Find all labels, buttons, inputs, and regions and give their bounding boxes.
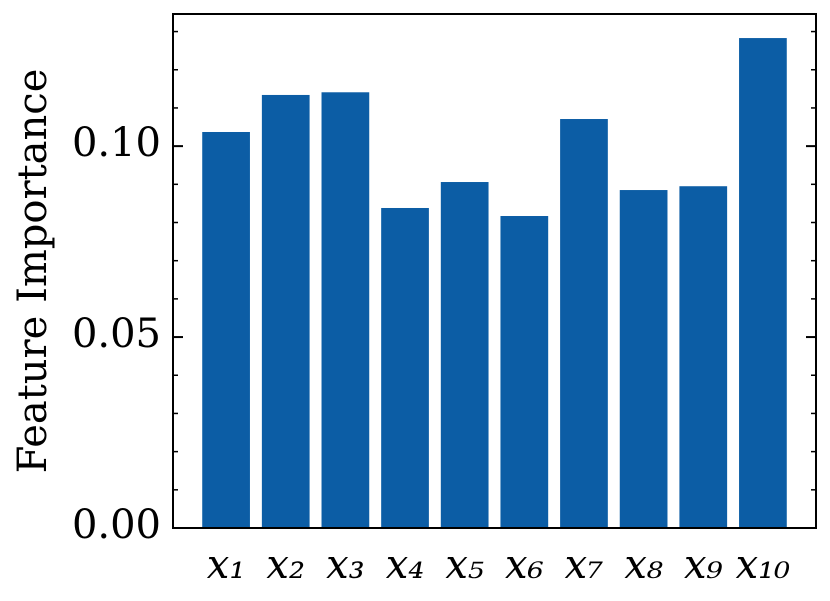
bar — [679, 186, 728, 528]
bar — [619, 190, 668, 528]
y-tick-label: 0.10 — [72, 120, 161, 166]
y-tick-label: 0.05 — [72, 311, 161, 357]
x-tick-label: x₆ — [505, 542, 544, 588]
x-tick-label: x₁₀ — [736, 542, 791, 588]
bar — [202, 131, 250, 528]
bar — [261, 94, 310, 528]
y-axis-label: Feature Importance — [10, 69, 56, 474]
x-tick-label: x₇ — [565, 542, 604, 588]
bar — [321, 92, 370, 528]
x-tick-label: x₂ — [266, 542, 305, 588]
bar — [500, 216, 549, 528]
y-tick-label: 0.00 — [72, 502, 161, 548]
x-tick-label: x₉ — [684, 542, 723, 588]
bar — [560, 119, 608, 528]
x-tick-label: x₄ — [386, 542, 425, 588]
bar — [381, 207, 429, 528]
x-tick-label: x₈ — [624, 542, 663, 588]
plot-frame — [172, 13, 817, 529]
x-tick-label: x₅ — [445, 542, 484, 588]
x-tick-label: x₃ — [326, 542, 365, 588]
bar — [440, 182, 489, 528]
bar — [739, 38, 787, 528]
x-tick-label: x₁ — [207, 542, 246, 588]
